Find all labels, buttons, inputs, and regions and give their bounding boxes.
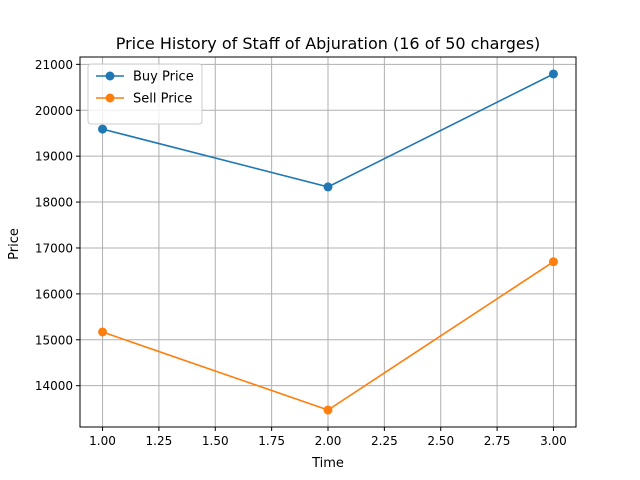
x-tick-label: 1.50 [202,434,229,448]
y-tick-label: 20000 [35,104,73,118]
x-tick-label: 2.00 [315,434,342,448]
buy-price-series [98,69,558,192]
x-tick-label: 1.75 [258,434,285,448]
y-axis-ticks: 14000 15000 16000 17000 18000 19000 20000 21000 [35,58,80,393]
legend-item-buy-price: Buy Price [96,70,194,85]
legend-swatch-marker [105,71,115,81]
legend-label: Sell Price [133,92,192,107]
legend-swatch-marker [105,93,115,103]
legend-label: Buy Price [133,70,194,85]
sell-price-point [548,257,558,267]
y-tick-label: 15000 [35,333,73,347]
y-tick-label: 19000 [35,150,73,164]
x-axis-label: Time [311,456,344,471]
x-tick-label: 1.00 [89,434,116,448]
grid [80,57,576,427]
sell-price-series [98,257,558,415]
legend: Buy Price Sell Price [87,63,203,125]
x-tick-label: 2.75 [484,434,511,448]
buy-price-point [98,124,108,134]
buy-price-point [323,182,333,192]
y-tick-label: 17000 [35,241,73,255]
sell-price-point [98,327,108,337]
chart-title: Price History of Staff of Abjuration (16… [116,34,541,53]
buy-price-point [548,69,558,79]
x-tick-label: 2.50 [427,434,454,448]
y-axis-label: Price [7,228,22,260]
plot-series [98,69,558,415]
x-tick-label: 1.25 [146,434,173,448]
sell-price-point [323,405,333,415]
y-tick-label: 21000 [35,58,73,72]
y-tick-label: 14000 [35,379,73,393]
x-axis-ticks: 1.00 1.25 1.50 1.75 2.00 2.25 2.50 2.75 3.00 [89,427,567,448]
x-tick-label: 3.00 [540,434,567,448]
y-tick-label: 16000 [35,287,73,301]
legend-item-sell-price: Sell Price [96,92,192,107]
y-tick-label: 18000 [35,196,73,210]
legend-frame [87,63,203,125]
x-tick-label: 2.25 [371,434,398,448]
